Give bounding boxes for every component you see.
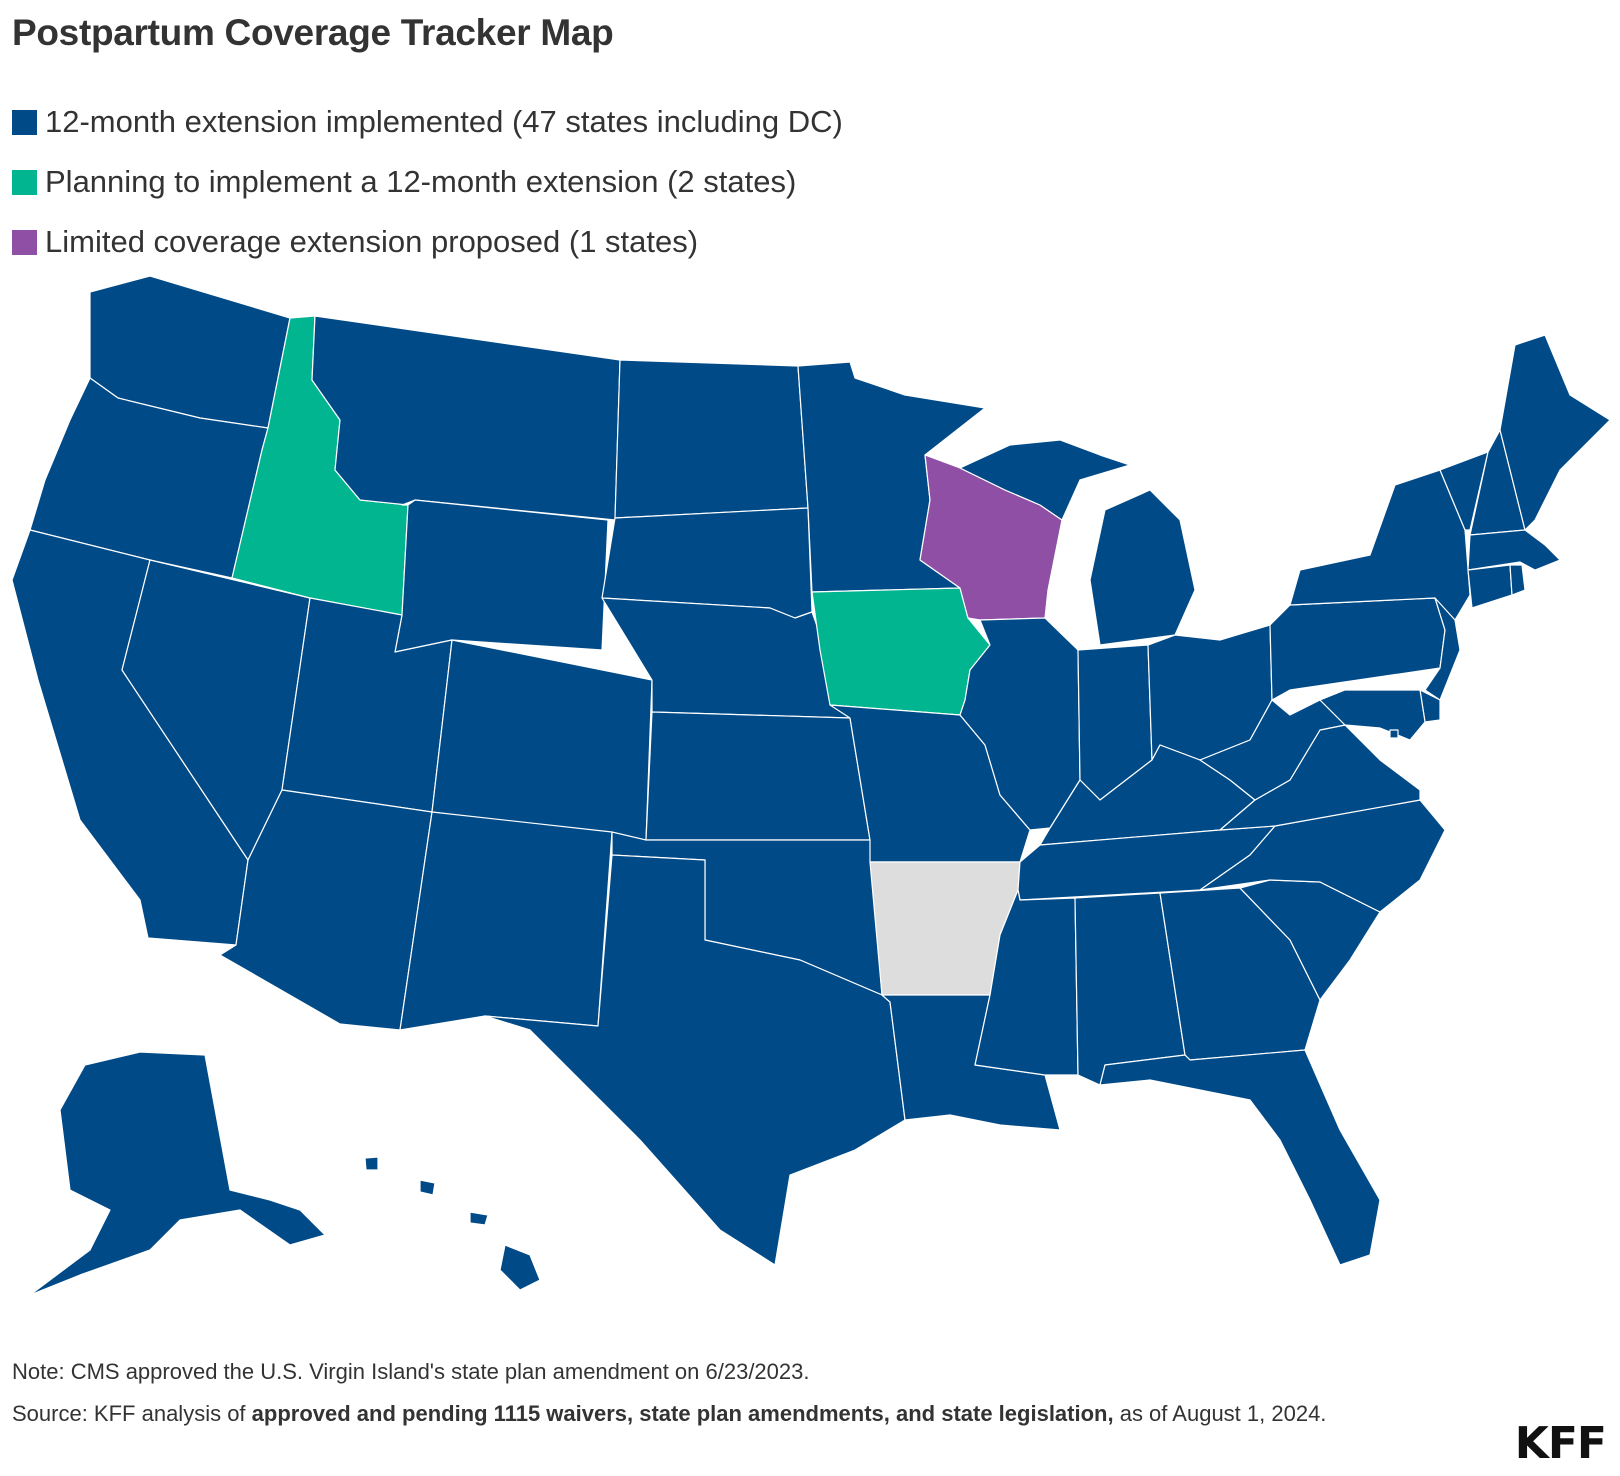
state-wy[interactable]: [394, 499, 609, 653]
legend-item-implemented: 12-month extension implemented (47 state…: [12, 92, 843, 152]
source-prefix: Source: KFF analysis of: [12, 1401, 252, 1426]
page-title: Postpartum Coverage Tracker Map: [12, 12, 614, 53]
state-ks[interactable]: [645, 711, 871, 841]
state-mi[interactable]: [1089, 489, 1196, 646]
state-ak[interactable]: [29, 1051, 326, 1295]
legend-label-limited: Limited coverage extension proposed (1 s…: [45, 224, 699, 259]
state-hi-big-island[interactable]: [499, 1244, 541, 1291]
legend-label-planning: Planning to implement a 12-month extensi…: [45, 164, 797, 199]
state-co[interactable]: [431, 639, 653, 841]
source-text: Source: KFF analysis of approved and pen…: [12, 1398, 1462, 1429]
state-ri[interactable]: [1509, 564, 1526, 596]
legend-label-implemented: 12-month extension implemented (47 state…: [45, 104, 843, 139]
state-mi-upper[interactable]: [959, 439, 1131, 521]
state-hi-kauai[interactable]: [364, 1156, 379, 1171]
legend-item-limited: Limited coverage extension proposed (1 s…: [12, 212, 843, 272]
source-suffix: as of August 1, 2024.: [1113, 1401, 1327, 1426]
legend-swatch-implemented: [12, 109, 37, 135]
state-nd[interactable]: [614, 359, 809, 519]
source-link[interactable]: approved and pending 1115 waivers, state…: [251, 1401, 1114, 1426]
legend-item-planning: Planning to implement a 12-month extensi…: [12, 152, 843, 212]
state-dc[interactable]: [1389, 729, 1399, 739]
legend: 12-month extension implemented (47 state…: [12, 92, 843, 272]
state-tx[interactable]: [484, 854, 906, 1266]
state-hi-maui[interactable]: [469, 1211, 489, 1226]
legend-swatch-planning: [12, 169, 37, 195]
state-ct[interactable]: [1467, 564, 1513, 609]
state-vt[interactable]: [1439, 451, 1489, 531]
state-me[interactable]: [1499, 334, 1611, 531]
kff-logo: KFF: [1514, 1418, 1607, 1469]
legend-swatch-limited: [12, 229, 37, 255]
state-nc[interactable]: [1199, 799, 1446, 913]
state-nj[interactable]: [1424, 597, 1461, 701]
note-text: Note: CMS approved the U.S. Virgin Islan…: [12, 1359, 810, 1384]
state-ia[interactable]: [811, 587, 991, 716]
state-fl[interactable]: [1099, 1049, 1381, 1266]
state-nm[interactable]: [399, 811, 613, 1031]
state-ma[interactable]: [1467, 529, 1561, 571]
state-mt[interactable]: [311, 315, 621, 521]
state-hi-oahu[interactable]: [419, 1179, 436, 1196]
state-md[interactable]: [1319, 689, 1426, 741]
us-map-svg: [11, 275, 1611, 1295]
state-pa[interactable]: [1269, 597, 1446, 701]
us-map: [0, 265, 1620, 1295]
